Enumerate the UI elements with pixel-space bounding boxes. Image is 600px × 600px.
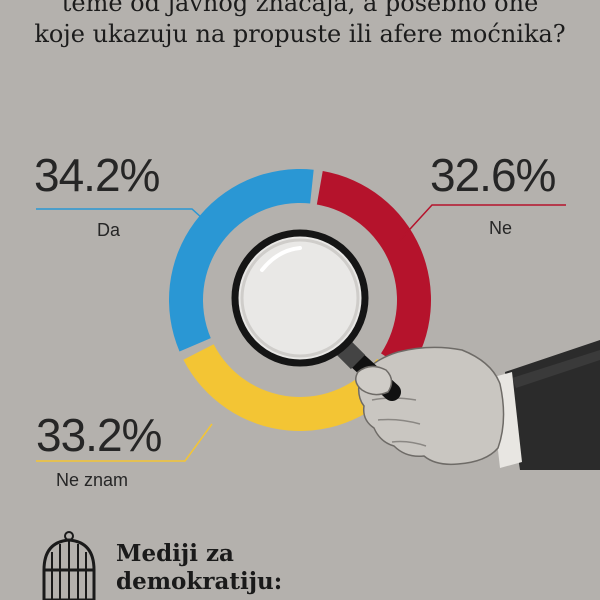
brand-name: Mediji za demokratiju:	[116, 540, 282, 596]
leader-line-da	[36, 208, 203, 219]
question-line-1: teme od javnog značaja, a posebno one	[61, 0, 539, 17]
value-label-da: 34.2%	[34, 149, 160, 201]
suit-sleeve	[505, 340, 600, 470]
value-label-ne-znam: 33.2%	[36, 409, 162, 461]
leader-line-ne-znam	[36, 423, 213, 462]
value-label-ne: 32.6%	[430, 149, 556, 201]
legend-label-ne: Ne	[489, 218, 513, 238]
legend-label-da: Da	[97, 220, 121, 240]
magnifier-lens	[231, 229, 369, 367]
birdcage-icon	[42, 531, 96, 600]
brand-line-2: demokratiju:	[116, 568, 283, 595]
magnifying-glass-illustration	[231, 229, 600, 470]
question-line-2: koje ukazuju na propuste ili afere moćni…	[34, 20, 566, 48]
leader-line-ne	[399, 204, 566, 241]
survey-question: teme od javnog značaja, a posebno one ko…	[0, 0, 600, 50]
arc-da	[169, 169, 314, 352]
arc-ne-znam	[183, 344, 405, 431]
brand-line-1: Mediji za	[116, 540, 234, 567]
arc-ne	[316, 170, 431, 373]
hand	[357, 346, 505, 466]
legend-label-ne-znam: Ne znam	[56, 470, 129, 490]
